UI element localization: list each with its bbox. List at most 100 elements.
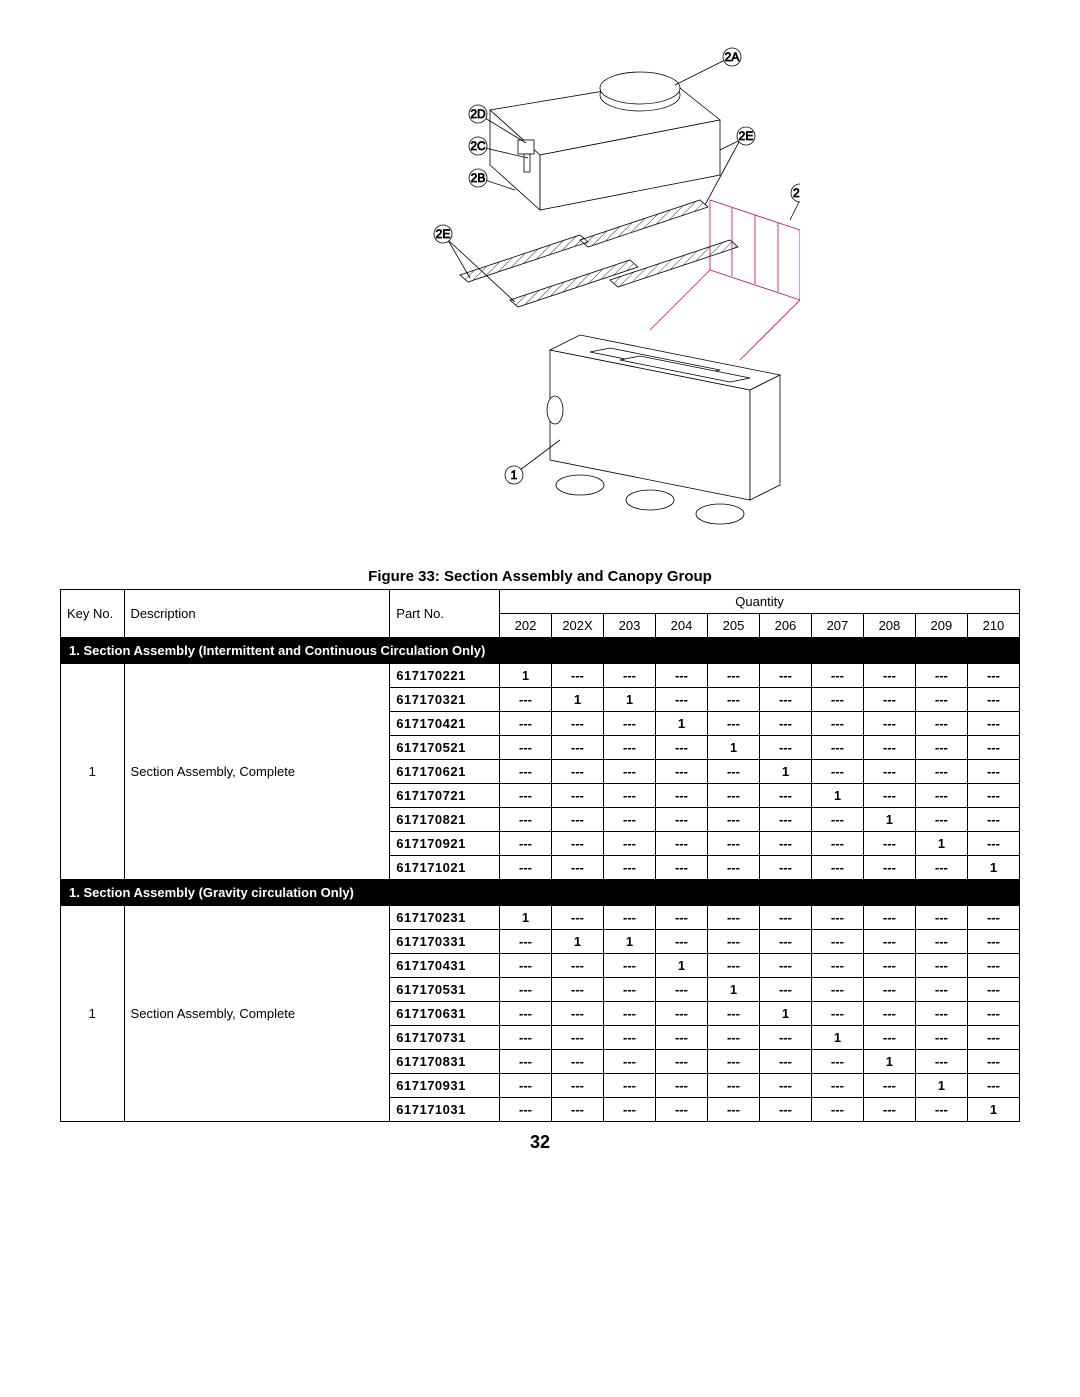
quantity-cell: --- (811, 760, 863, 784)
quantity-cell: --- (552, 832, 604, 856)
part-number-cell: 617170621 (390, 760, 500, 784)
section-header: 1. Section Assembly (Intermittent and Co… (61, 638, 1020, 664)
header-model: 204 (655, 614, 707, 638)
quantity-cell: --- (500, 1002, 552, 1026)
quantity-cell: --- (552, 1026, 604, 1050)
quantity-cell: --- (863, 760, 915, 784)
quantity-cell: --- (811, 1050, 863, 1074)
quantity-cell: --- (863, 664, 915, 688)
quantity-cell: --- (655, 930, 707, 954)
quantity-cell: --- (655, 664, 707, 688)
quantity-cell: --- (863, 856, 915, 880)
quantity-cell: --- (967, 954, 1019, 978)
quantity-cell: --- (811, 1074, 863, 1098)
part-number-cell: 617170631 (390, 1002, 500, 1026)
quantity-cell: --- (552, 736, 604, 760)
quantity-cell: --- (604, 978, 656, 1002)
quantity-cell: 1 (500, 906, 552, 930)
callout-2f: 2F (793, 186, 800, 200)
quantity-cell: --- (915, 712, 967, 736)
quantity-cell: --- (604, 856, 656, 880)
description-cell: Section Assembly, Complete (124, 906, 390, 1122)
quantity-cell: --- (863, 712, 915, 736)
header-desc: Description (124, 590, 390, 638)
quantity-cell: --- (604, 1050, 656, 1074)
quantity-cell: --- (552, 1050, 604, 1074)
quantity-cell: --- (655, 736, 707, 760)
quantity-cell: --- (707, 1050, 759, 1074)
quantity-cell: --- (759, 930, 811, 954)
quantity-cell: 1 (655, 954, 707, 978)
quantity-cell: --- (863, 1098, 915, 1122)
header-model: 202X (552, 614, 604, 638)
quantity-cell: --- (655, 1002, 707, 1026)
quantity-cell: --- (967, 784, 1019, 808)
quantity-cell: 1 (863, 1050, 915, 1074)
callout-2c: 2C (470, 139, 486, 153)
quantity-cell: --- (759, 664, 811, 688)
quantity-cell: 1 (604, 930, 656, 954)
quantity-cell: --- (811, 856, 863, 880)
quantity-cell: 1 (811, 784, 863, 808)
quantity-cell: --- (863, 1026, 915, 1050)
quantity-cell: --- (500, 712, 552, 736)
quantity-cell: --- (967, 688, 1019, 712)
quantity-cell: --- (707, 712, 759, 736)
quantity-cell: --- (863, 736, 915, 760)
quantity-cell: --- (707, 832, 759, 856)
quantity-cell: --- (500, 1098, 552, 1122)
quantity-cell: --- (967, 1026, 1019, 1050)
quantity-cell: 1 (915, 1074, 967, 1098)
part-number-cell: 617170421 (390, 712, 500, 736)
quantity-cell: --- (759, 1050, 811, 1074)
quantity-cell: --- (915, 978, 967, 1002)
quantity-cell: --- (707, 664, 759, 688)
quantity-cell: --- (552, 712, 604, 736)
quantity-cell: --- (915, 1098, 967, 1122)
quantity-cell: --- (604, 832, 656, 856)
quantity-cell: --- (811, 906, 863, 930)
quantity-cell: --- (552, 856, 604, 880)
callout-2e-left: 2E (436, 227, 451, 241)
quantity-cell: 1 (759, 1002, 811, 1026)
quantity-cell: 1 (863, 808, 915, 832)
quantity-cell: --- (707, 808, 759, 832)
quantity-cell: --- (604, 1074, 656, 1098)
quantity-cell: --- (604, 1026, 656, 1050)
header-model: 209 (915, 614, 967, 638)
quantity-cell: 1 (707, 736, 759, 760)
part-number-cell: 617170521 (390, 736, 500, 760)
quantity-cell: --- (811, 1002, 863, 1026)
header-model: 207 (811, 614, 863, 638)
quantity-cell: --- (759, 1074, 811, 1098)
quantity-cell: --- (759, 832, 811, 856)
part-number-cell: 617170831 (390, 1050, 500, 1074)
quantity-cell: --- (915, 688, 967, 712)
quantity-cell: 1 (552, 930, 604, 954)
quantity-cell: --- (655, 1050, 707, 1074)
part-number-cell: 617170921 (390, 832, 500, 856)
quantity-cell: --- (655, 978, 707, 1002)
quantity-cell: --- (500, 1050, 552, 1074)
quantity-cell: --- (811, 978, 863, 1002)
quantity-cell: 1 (552, 688, 604, 712)
quantity-cell: --- (707, 1002, 759, 1026)
description-cell: Section Assembly, Complete (124, 664, 390, 880)
quantity-cell: --- (500, 856, 552, 880)
part-number-cell: 617170821 (390, 808, 500, 832)
quantity-cell: --- (915, 1026, 967, 1050)
quantity-cell: --- (915, 760, 967, 784)
quantity-cell: --- (863, 1002, 915, 1026)
quantity-cell: --- (759, 1098, 811, 1122)
quantity-cell: --- (655, 1074, 707, 1098)
part-number-cell: 617170931 (390, 1074, 500, 1098)
header-model: 203 (604, 614, 656, 638)
quantity-cell: --- (811, 664, 863, 688)
quantity-cell: --- (604, 808, 656, 832)
quantity-cell: --- (707, 930, 759, 954)
section-header-row: 1. Section Assembly (Intermittent and Co… (61, 638, 1020, 664)
quantity-cell: --- (552, 1074, 604, 1098)
header-model: 210 (967, 614, 1019, 638)
parts-table: Key No. Description Part No. Quantity 20… (60, 589, 1020, 1122)
quantity-cell: --- (915, 1002, 967, 1026)
